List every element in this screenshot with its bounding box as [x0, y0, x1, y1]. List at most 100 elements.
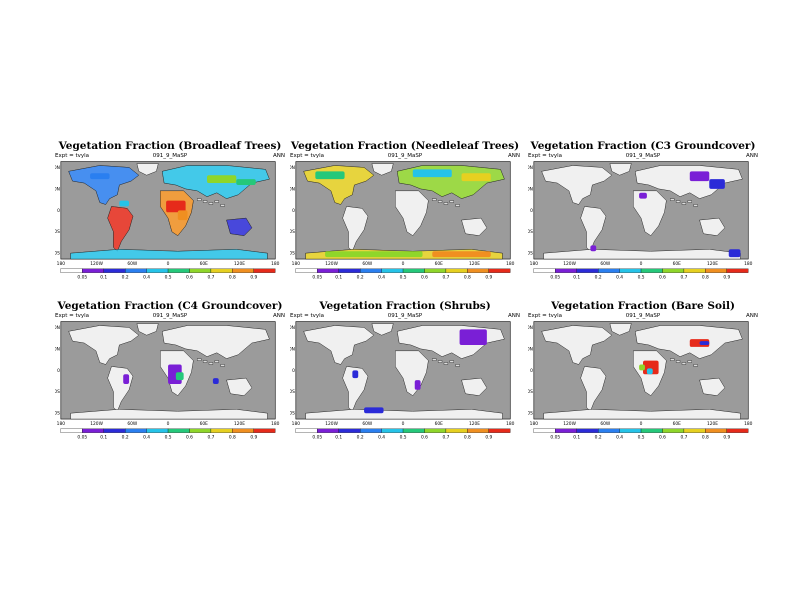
lat-tick-label: 40N	[290, 346, 295, 352]
lon-tick-label: 60W	[600, 421, 611, 427]
lon-tick-label: 180	[57, 421, 66, 427]
panel-title: Vegetation Fraction (Needleleaf Trees)	[290, 140, 520, 152]
lat-tick-label: 40N	[528, 346, 533, 352]
colorbar-swatch	[60, 268, 83, 273]
lon-tick-label: 120E	[707, 421, 718, 427]
veg-patch	[639, 364, 645, 371]
colorbar-swatch	[424, 268, 447, 273]
lat-tick-label: 80N	[290, 165, 295, 171]
veg-patch	[207, 175, 237, 184]
lat-tick-label: 40S	[55, 229, 60, 235]
island	[675, 360, 681, 363]
colorbar-swatch	[232, 428, 254, 433]
colorbar-swatch	[488, 268, 511, 273]
expt-label: Expt = tvyla	[290, 153, 325, 159]
lat-tick-label: 40S	[290, 389, 295, 395]
lat-tick-label: 40N	[290, 186, 295, 192]
lat-tick-label: 40S	[528, 229, 533, 235]
colorbar-swatch	[295, 428, 318, 433]
lon-tick-label: 120E	[469, 421, 480, 427]
land-greenland	[609, 323, 632, 336]
colorbar-swatch	[360, 268, 382, 273]
colorbar-swatch	[402, 268, 425, 273]
colorbar-swatch	[705, 428, 727, 433]
lon-tick-label: 0	[167, 421, 170, 427]
colorbar-swatch	[381, 428, 404, 433]
map-panel-c3: Vegetation Fraction (C3 Groundcover) 091_…	[528, 140, 758, 285]
lon-tick-label: 60W	[600, 261, 611, 267]
colorbar-label: 0.8	[464, 435, 471, 441]
lon-tick-label: 180	[271, 421, 280, 427]
lon-tick-label: 0	[402, 421, 405, 427]
colorbar-label: 0.05	[77, 275, 87, 281]
colorbar-swatch	[445, 268, 468, 273]
colorbar-swatch	[467, 268, 489, 273]
period-label: ANN	[746, 153, 758, 159]
veg-patch	[119, 200, 130, 207]
colorbar-label: 0.1	[335, 435, 342, 441]
land-australia	[699, 217, 726, 236]
colorbar-swatch	[619, 268, 642, 273]
lon-tick-label: 120E	[234, 261, 245, 267]
land-samerica	[580, 366, 607, 412]
colorbar-swatch	[232, 268, 254, 273]
land-antarctica	[543, 409, 741, 420]
lat-tick-label: 40N	[55, 346, 60, 352]
veg-patch	[646, 368, 653, 375]
veg-fill-samerica	[107, 206, 134, 252]
panel-title: Vegetation Fraction (C4 Groundcover)	[57, 300, 283, 312]
island	[443, 202, 449, 205]
colorbar-swatch	[576, 428, 599, 433]
colorbar-swatch	[640, 428, 663, 433]
veg-patch	[414, 380, 421, 390]
colorbar-label: 0.1	[573, 435, 580, 441]
veg-patch	[123, 374, 130, 384]
colorbar-swatch	[317, 428, 339, 433]
colorbar-label: 0.2	[357, 435, 364, 441]
lat-tick-label: 80N	[55, 325, 60, 331]
island	[214, 200, 219, 203]
colorbar-label: 0.8	[464, 275, 471, 281]
colorbar-swatch	[555, 428, 577, 433]
colorbar-swatch	[82, 428, 104, 433]
colorbar-label: 0.9	[485, 435, 492, 441]
colorbar-swatch	[640, 268, 663, 273]
lon-tick-label: 120W	[325, 421, 338, 427]
colorbar-label: 0.8	[229, 435, 236, 441]
lon-tick-label: 0	[402, 261, 405, 267]
island	[670, 198, 675, 201]
colorbar-swatch	[125, 268, 147, 273]
lon-tick-label: 120W	[90, 261, 103, 267]
colorbar-swatch	[210, 268, 233, 273]
veg-patch	[643, 360, 659, 375]
colorbar-swatch	[533, 268, 556, 273]
island	[693, 204, 698, 207]
lat-tick-label: 40S	[290, 229, 295, 235]
colorbar-swatch	[662, 428, 685, 433]
colorbar-swatch	[189, 428, 212, 433]
period-label: ANN	[508, 153, 520, 159]
colorbar-label: 0.6	[421, 275, 428, 281]
colorbar-label: 0.9	[723, 435, 730, 441]
colorbar-label: 0.9	[723, 275, 730, 281]
colorbar-swatch	[82, 268, 104, 273]
colorbar-swatch	[338, 268, 361, 273]
veg-fill-australia	[226, 217, 253, 236]
land-samerica	[342, 206, 369, 252]
veg-patch	[459, 329, 487, 345]
colorbar-label: 0.4	[378, 275, 385, 281]
colorbar-swatch	[402, 428, 425, 433]
colorbar-swatch	[467, 428, 489, 433]
colorbar-label: 0.7	[680, 275, 687, 281]
lon-tick-label: 180	[271, 261, 280, 267]
veg-patch	[432, 251, 491, 258]
veg-patch	[90, 173, 110, 180]
island	[432, 198, 437, 201]
land-greenland	[136, 163, 159, 176]
colorbar-swatch	[598, 268, 620, 273]
colorbar-label: 0.2	[122, 275, 129, 281]
island	[432, 358, 437, 361]
lon-tick-label: 180	[292, 261, 301, 267]
expt-label: Expt = tvyla	[55, 153, 90, 159]
lat-tick-label: 0	[292, 208, 295, 214]
